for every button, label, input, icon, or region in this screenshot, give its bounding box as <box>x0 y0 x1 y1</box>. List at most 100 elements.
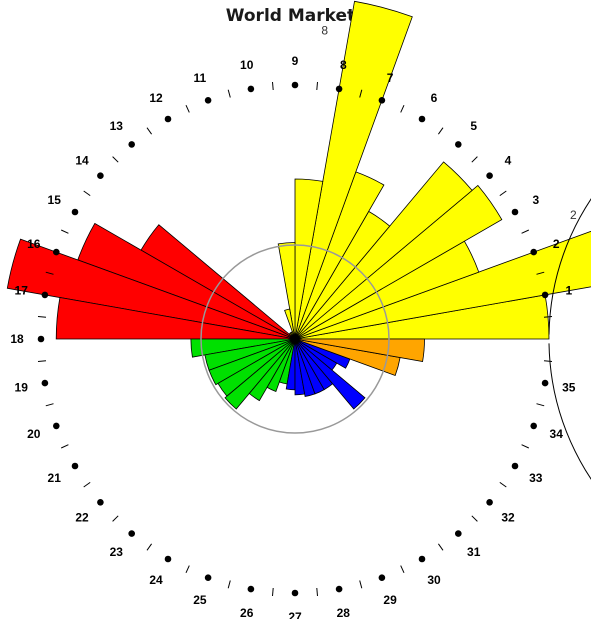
ring-dot-28 <box>335 585 343 593</box>
ring-dot-9 <box>291 81 299 89</box>
ring-dot-34 <box>530 422 537 430</box>
bar-sector-36 <box>294 338 425 362</box>
ring-dot-35 <box>541 379 549 387</box>
ring-tick <box>112 515 119 522</box>
bar-sector-32 <box>294 338 366 410</box>
tick-label-34: 34 <box>550 427 564 441</box>
ring-dot-17 <box>41 291 49 299</box>
ring-tick <box>112 156 119 163</box>
ring-tick <box>185 565 190 574</box>
tick-label-23: 23 <box>110 545 124 559</box>
bar-sector-8 <box>294 0 413 340</box>
ring-tick <box>543 316 553 318</box>
tick-label-33: 33 <box>529 471 543 485</box>
outer-circle <box>548 198 591 480</box>
ring-tick <box>83 190 91 197</box>
ring-tick <box>521 444 530 449</box>
ring-dot-23 <box>128 530 135 537</box>
bar-sector-4 <box>294 184 503 340</box>
tick-label-2: 2 <box>553 237 560 251</box>
ring-tick <box>45 271 54 275</box>
tick-label-20: 20 <box>27 427 41 441</box>
tick-label-25: 25 <box>193 593 207 607</box>
ring-dot-25 <box>204 574 212 581</box>
tick-label-19: 19 <box>15 380 29 394</box>
tick-label-35: 35 <box>562 380 576 394</box>
ring-dot-29 <box>378 574 386 581</box>
bar-sector-17 <box>6 238 296 340</box>
tick-label-5: 5 <box>470 119 477 133</box>
bar-sector-21 <box>208 338 296 386</box>
ring-dot-4 <box>486 172 493 179</box>
ring-tick <box>499 190 507 197</box>
ring-dot-33 <box>511 462 519 470</box>
tick-label-11: 11 <box>194 71 207 85</box>
ring-tick <box>359 580 363 589</box>
bar-sector-18 <box>55 297 296 340</box>
tick-label-13: 13 <box>110 119 124 133</box>
ring-dot-16 <box>53 248 60 256</box>
ring-dot-21 <box>71 462 79 470</box>
data-label-2: 2 <box>570 208 577 222</box>
tick-label-21: 21 <box>48 471 62 485</box>
ring-dot-3 <box>511 208 519 216</box>
ring-tick <box>437 543 444 551</box>
tick-label-8: 8 <box>340 58 347 72</box>
ring-tick <box>146 127 153 135</box>
ring-tick <box>37 316 47 318</box>
ring-tick <box>471 515 478 522</box>
ring-tick <box>536 271 545 275</box>
ring-dot-10 <box>247 85 255 93</box>
ring-tick <box>227 89 231 98</box>
ring-dot-6 <box>418 115 426 123</box>
ring-tick <box>521 229 530 234</box>
ring-tick <box>400 104 405 113</box>
ring-dot-22 <box>97 499 104 506</box>
ring-dot-12 <box>164 115 172 123</box>
tick-label-18: 18 <box>10 332 24 346</box>
tick-label-27: 27 <box>288 610 302 619</box>
ring-tick <box>499 481 507 488</box>
data-label-8: 8 <box>321 24 328 38</box>
ring-dot-14 <box>97 172 104 179</box>
ring-dot-1 <box>541 291 549 299</box>
ring-tick <box>316 81 318 91</box>
ring-dot-26 <box>247 585 255 593</box>
tick-label-3: 3 <box>532 193 539 207</box>
bars-group <box>6 0 591 410</box>
tick-label-22: 22 <box>75 511 89 525</box>
ring-dot-7 <box>378 97 386 104</box>
ring-tick <box>272 587 274 597</box>
tick-label-6: 6 <box>431 91 438 105</box>
ring-dot-15 <box>71 208 79 216</box>
tick-label-15: 15 <box>48 193 62 207</box>
tick-label-30: 30 <box>427 573 441 587</box>
chart-title: World Markets <box>225 6 366 26</box>
tick-label-26: 26 <box>240 606 254 619</box>
ring-dot-20 <box>53 422 60 430</box>
ring-dot-11 <box>204 97 212 104</box>
center-dot <box>291 335 299 343</box>
ring-tick <box>437 127 444 135</box>
ring-dot-27 <box>291 589 299 597</box>
ring-tick <box>227 580 231 589</box>
ring-dot-5 <box>455 141 462 148</box>
tick-label-7: 7 <box>387 71 394 85</box>
reference-circle <box>200 244 390 434</box>
ring-dot-19 <box>41 379 49 387</box>
ring-tick <box>272 81 274 91</box>
ring-tick <box>543 360 553 362</box>
tick-label-24: 24 <box>149 573 163 587</box>
ring-dot-2 <box>530 248 537 256</box>
ring-tick <box>146 543 153 551</box>
bar-sector-5 <box>294 161 473 340</box>
ring-tick <box>83 481 91 488</box>
ring-tick <box>45 403 54 407</box>
ring-dot-30 <box>418 555 426 563</box>
ring-tick <box>37 360 47 362</box>
ring-ticks <box>37 81 553 597</box>
tick-label-1: 1 <box>565 284 572 298</box>
ring-dot-13 <box>128 141 135 148</box>
ring-dot-18 <box>37 335 45 343</box>
ring-dot-24 <box>164 555 172 563</box>
